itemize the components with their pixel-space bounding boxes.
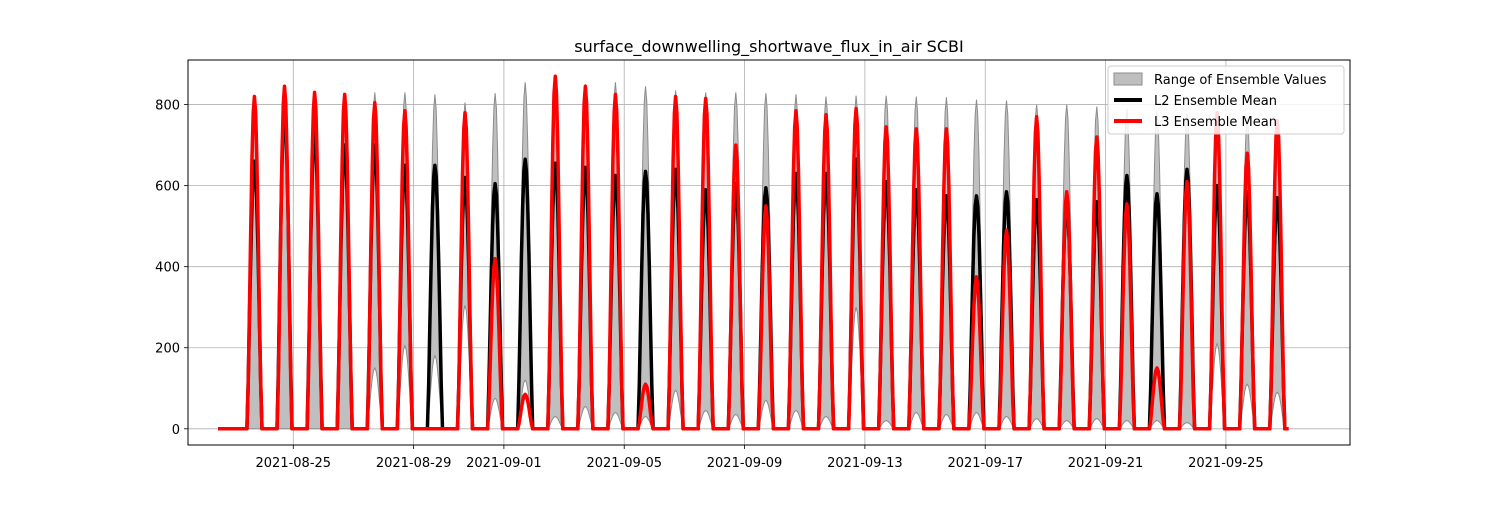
tick-layer: 0 200 400 600 800 2021-08-25 2021-08-29 2021-09… bbox=[155, 99, 1264, 471]
y-tick-label: 0 bbox=[172, 423, 180, 438]
legend-label: L2 Ensemble Mean bbox=[1154, 94, 1277, 109]
x-tick-label: 2021-09-17 bbox=[947, 456, 1023, 471]
legend-label: Range of Ensemble Values bbox=[1154, 73, 1327, 88]
x-tick-label: 2021-09-01 bbox=[466, 456, 542, 471]
legend: Range of Ensemble Values L2 Ensemble Mean… bbox=[1107, 65, 1345, 135]
y-tick-label: 600 bbox=[155, 180, 180, 195]
y-tick-label: 200 bbox=[155, 342, 180, 357]
y-tick-label: 400 bbox=[155, 261, 180, 276]
legend-box bbox=[1107, 65, 1345, 135]
l3-mean-line bbox=[217, 74, 1290, 431]
x-tick-label: 2021-09-13 bbox=[827, 456, 903, 471]
legend-swatch-range bbox=[1113, 72, 1143, 86]
x-tick-label: 2021-09-21 bbox=[1068, 456, 1144, 471]
chart-title: surface_downwelling_shortwave_flux_in_ai… bbox=[574, 37, 963, 57]
y-tick-label: 800 bbox=[155, 99, 180, 114]
x-tick-label: 2021-08-29 bbox=[376, 456, 452, 471]
x-tick-label: 2021-09-05 bbox=[586, 456, 662, 471]
data-layer bbox=[217, 74, 1290, 431]
plot-frame bbox=[187, 59, 1351, 446]
x-tick-label: 2021-09-25 bbox=[1188, 456, 1264, 471]
x-tick-label: 2021-08-25 bbox=[256, 456, 332, 471]
legend-label: L3 Ensemble Mean bbox=[1154, 115, 1277, 130]
x-tick-label: 2021-09-09 bbox=[707, 456, 783, 471]
